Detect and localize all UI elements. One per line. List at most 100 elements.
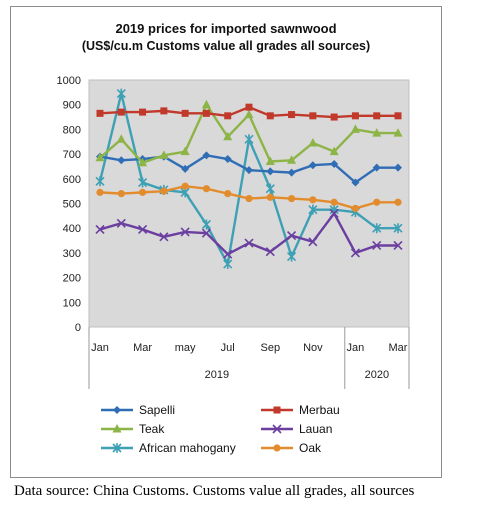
x-tick-label: Mar: [389, 342, 408, 354]
data-point-african-mahogany: [265, 183, 275, 194]
data-point-teak: [116, 134, 126, 143]
data-point-teak: [223, 131, 233, 141]
data-point-oak: [373, 198, 381, 206]
data-point-lauan: [393, 240, 403, 251]
legend-swatch-sapelli: [101, 406, 133, 414]
y-tick-label: 800: [63, 124, 81, 136]
chart-plot: 0 100 200 300 400 500 600 700 800 900 1000 Jan Mar ma…: [57, 75, 410, 389]
data-point-oak: [245, 194, 253, 203]
data-point-sapelli: [287, 168, 296, 177]
data-point-lauan: [244, 238, 254, 248]
data-point-oak: [96, 188, 104, 196]
data-point-teak: [95, 152, 105, 162]
data-point-merbau: [181, 109, 189, 117]
legend-marker: [112, 424, 122, 433]
legend-label: Oak: [299, 441, 322, 455]
data-point-lauan: [201, 228, 211, 238]
data-point-teak: [201, 99, 211, 109]
data-point-lauan: [159, 232, 169, 242]
y-tick-label: 700: [63, 149, 81, 161]
data-point-merbau: [202, 109, 210, 117]
legend-label: Teak: [139, 422, 165, 436]
data-point-lauan: [180, 227, 190, 237]
data-point-african-mahogany: [308, 204, 318, 215]
x-tick-label: Nov: [303, 342, 323, 354]
legend-swatch-teak: [101, 424, 133, 433]
data-point-african-mahogany: [138, 177, 148, 188]
chart-title: 2019 prices for imported sawnwood: [115, 21, 337, 36]
y-tick-label: 500: [63, 199, 81, 211]
y-tick-label: 900: [63, 100, 81, 112]
legend-marker: [273, 406, 281, 414]
data-point-oak: [351, 204, 360, 213]
chart-legend: Sapelli Merbau Teak Lauan African mahogany Oa…: [11, 399, 441, 469]
legend-item-teak: Teak: [99, 420, 164, 438]
data-point-teak: [372, 128, 382, 137]
y-tick-label: 200: [63, 273, 81, 285]
data-point-merbau: [351, 112, 359, 120]
data-point-merbau: [373, 112, 381, 120]
data-point-lauan: [287, 231, 297, 241]
data-point-merbau: [330, 113, 338, 121]
data-source-caption: Data source: China Customs. Customs valu…: [14, 483, 415, 499]
data-point-oak: [117, 190, 125, 198]
legend-label: African mahogany: [139, 441, 236, 455]
data-point-lauan: [116, 218, 126, 228]
data-point-sapelli: [181, 164, 190, 173]
legend-swatch-merbau: [261, 406, 293, 414]
x-tick-label: Jul: [221, 342, 235, 354]
data-point-teak: [350, 124, 360, 133]
data-point-lauan: [350, 248, 360, 258]
data-point-merbau: [224, 112, 232, 120]
legend-item-lauan: Lauan: [259, 420, 332, 438]
data-point-merbau: [245, 103, 253, 111]
data-point-sapelli: [372, 163, 381, 172]
legend-swatch-oak: [261, 444, 293, 452]
legend-item-merbau: Merbau: [259, 401, 340, 419]
data-point-oak: [394, 198, 402, 206]
y-tick-label: 0: [75, 322, 81, 334]
data-point-african-mahogany: [223, 259, 233, 270]
x-group-label: 2020: [365, 369, 389, 381]
legend-swatch-lauan: [261, 424, 293, 434]
data-point-lauan: [265, 247, 275, 257]
y-tick-label: 400: [63, 223, 81, 235]
data-point-sapelli: [330, 159, 339, 168]
data-point-african-mahogany: [201, 219, 211, 230]
data-point-lauan: [372, 240, 382, 251]
legend-label: Lauan: [299, 422, 333, 436]
data-point-merbau: [288, 111, 296, 119]
data-point-oak: [266, 193, 274, 201]
plot-area: [88, 79, 410, 328]
x-tick-label: Jan: [91, 342, 109, 354]
data-point-merbau: [96, 109, 104, 117]
data-point-merbau: [117, 108, 125, 116]
data-point-sapelli: [394, 163, 402, 172]
data-point-merbau: [160, 107, 168, 115]
data-point-african-mahogany: [95, 176, 105, 187]
data-point-sapelli: [202, 151, 211, 160]
data-point-lauan: [95, 224, 105, 235]
data-point-oak: [309, 196, 317, 204]
data-point-sapelli: [308, 161, 317, 170]
data-point-teak: [393, 128, 403, 137]
y-tick-label: 300: [63, 248, 81, 260]
data-point-lauan: [223, 249, 233, 259]
data-point-oak: [181, 182, 189, 190]
data-point-oak: [202, 185, 211, 193]
legend-item-sapelli: Sapelli: [99, 401, 175, 419]
data-point-oak: [287, 194, 296, 203]
legend-marker: [273, 444, 281, 452]
data-point-teak: [180, 146, 190, 156]
x-tick-label: Sep: [260, 342, 280, 354]
x-group-label: 2019: [205, 369, 229, 381]
data-point-teak: [265, 156, 275, 166]
data-point-teak: [138, 157, 148, 167]
data-point-teak: [329, 146, 339, 156]
data-point-african-mahogany: [372, 223, 382, 234]
data-point-merbau: [266, 112, 274, 120]
data-point-teak: [308, 137, 318, 147]
legend-label: Sapelli: [139, 403, 176, 417]
legend-item-african-mahogany: African mahogany: [99, 439, 236, 457]
x-tick-label: Mar: [133, 342, 152, 354]
